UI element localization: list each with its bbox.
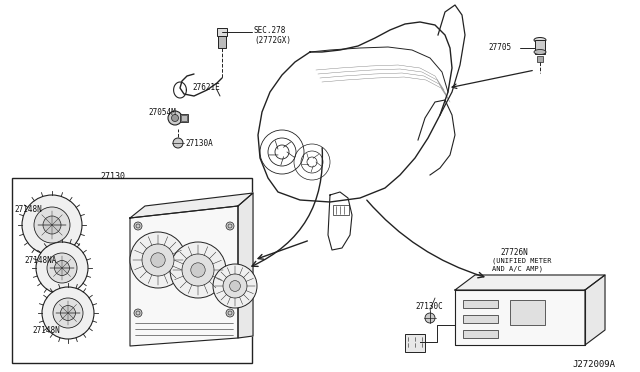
Bar [537,56,543,62]
Text: 27705: 27705 [488,43,511,52]
Circle shape [172,115,179,122]
Circle shape [34,207,70,243]
Circle shape [142,244,174,276]
Polygon shape [130,193,253,218]
Text: 27054M: 27054M [148,108,176,117]
Bar [180,114,188,122]
Polygon shape [130,206,238,346]
Circle shape [230,280,241,291]
Circle shape [43,216,61,234]
Circle shape [226,222,234,230]
Circle shape [22,195,82,255]
Ellipse shape [534,49,546,55]
Bar [181,115,187,121]
Polygon shape [455,275,605,290]
Bar [510,300,545,325]
Circle shape [134,309,142,317]
Text: 27148N: 27148N [14,205,42,214]
Bar [463,300,498,308]
Circle shape [151,253,165,267]
Polygon shape [455,290,585,345]
Text: AND A/C AMP): AND A/C AMP) [492,265,543,272]
Text: SEC.278
(2772GX): SEC.278 (2772GX) [254,26,291,45]
Text: 27130A: 27130A [185,139,212,148]
Ellipse shape [534,38,546,42]
Bar [463,315,498,323]
Circle shape [61,305,76,321]
Circle shape [134,222,142,230]
Bar [333,205,349,215]
Bar [217,28,227,36]
Circle shape [130,232,186,288]
Circle shape [36,242,88,294]
Circle shape [182,254,214,286]
Circle shape [170,242,226,298]
Bar [12,178,252,363]
Text: 27130: 27130 [100,172,125,181]
Bar [218,36,226,48]
Circle shape [53,298,83,328]
Text: J272009A: J272009A [572,360,615,369]
Polygon shape [585,275,605,345]
Circle shape [191,263,205,277]
Text: 27130C: 27130C [415,302,443,311]
Circle shape [168,111,182,125]
Circle shape [425,313,435,323]
Circle shape [173,138,183,148]
Text: 27148NA: 27148NA [24,256,56,265]
Circle shape [213,264,257,308]
Text: 27148N: 27148N [32,326,60,335]
Circle shape [42,287,94,339]
Text: 27726N: 27726N [500,248,528,257]
Bar [463,330,498,338]
Circle shape [54,260,70,276]
Text: 27621E: 27621E [192,83,220,92]
Text: (UNIFIED METER: (UNIFIED METER [492,257,552,263]
Circle shape [47,253,77,283]
Bar [405,334,425,352]
Polygon shape [238,193,253,338]
Circle shape [223,274,247,298]
Circle shape [226,309,234,317]
Bar [535,40,545,54]
